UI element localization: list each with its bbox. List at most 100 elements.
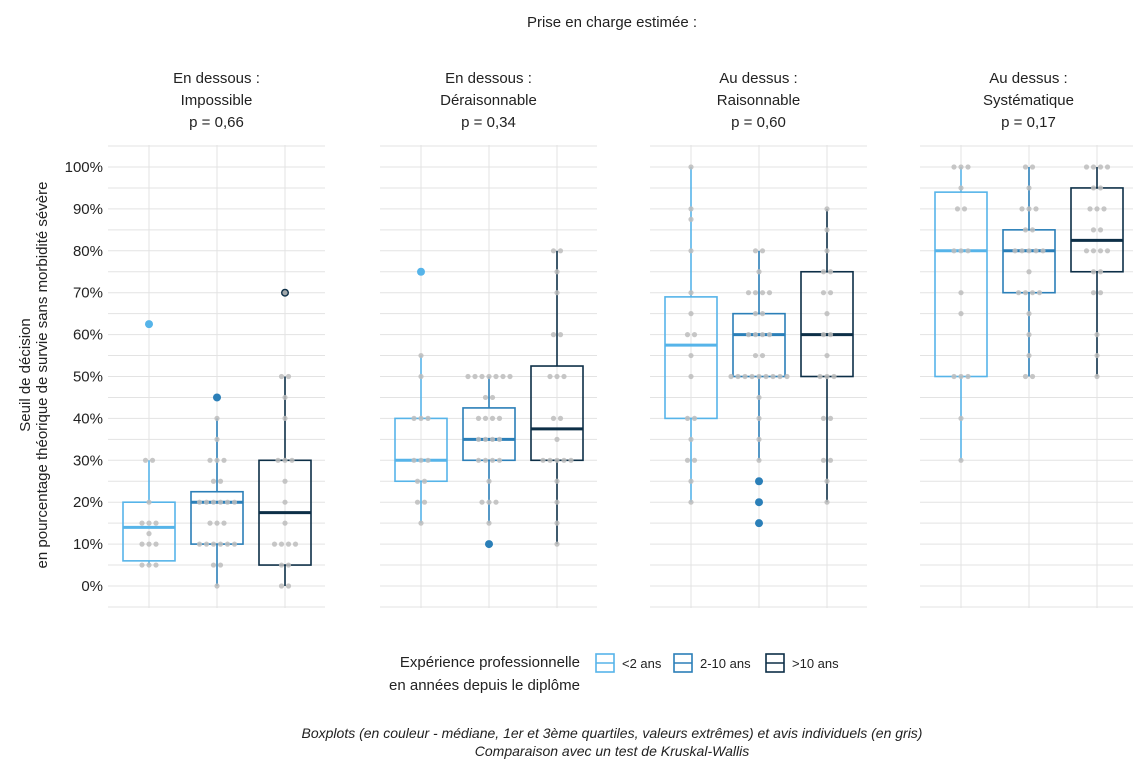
facet-panel: Au dessus : Raisonnable p = 0,60 — [650, 70, 867, 608]
individual-point — [745, 290, 752, 296]
legend-entry-label: <2 ans — [622, 656, 662, 671]
individual-point — [752, 311, 759, 317]
individual-point — [824, 499, 830, 505]
individual-point — [146, 499, 152, 505]
individual-point — [954, 206, 961, 212]
individual-point — [550, 248, 557, 254]
individual-point — [554, 436, 560, 442]
individual-point — [214, 520, 220, 526]
individual-point — [1101, 206, 1107, 212]
individual-point — [691, 332, 698, 338]
individual-point — [958, 248, 964, 254]
individual-point — [421, 478, 428, 484]
individual-point — [1015, 290, 1022, 296]
individual-point — [688, 290, 694, 296]
individual-point — [688, 206, 694, 212]
individual-point — [1019, 248, 1025, 254]
individual-point — [282, 457, 288, 463]
individual-point — [482, 394, 489, 401]
individual-point — [149, 457, 156, 463]
individual-point — [411, 415, 417, 421]
individual-point — [554, 269, 560, 275]
individual-point — [496, 415, 503, 421]
individual-point — [568, 457, 574, 463]
individual-point — [752, 352, 759, 359]
boxplot-group — [190, 393, 244, 589]
individual-point — [153, 562, 159, 568]
individual-point — [951, 164, 957, 170]
individual-point — [214, 436, 220, 442]
boxplot-group — [530, 248, 584, 547]
individual-point — [493, 373, 499, 380]
individual-point — [482, 415, 489, 421]
individual-point — [414, 499, 421, 505]
individual-point — [820, 457, 827, 463]
individual-point — [425, 415, 431, 421]
individual-point — [688, 352, 694, 359]
y-tick-label: 40% — [73, 410, 103, 427]
individual-point — [756, 415, 762, 421]
individual-point — [1022, 290, 1029, 296]
individual-point — [759, 332, 766, 338]
individual-point — [824, 352, 830, 359]
individual-point — [1026, 269, 1032, 275]
boxplot-group — [934, 164, 988, 463]
individual-point — [1083, 248, 1090, 254]
individual-point — [1097, 164, 1104, 170]
individual-point — [1090, 164, 1097, 170]
box-iqr — [1070, 187, 1124, 273]
individual-point — [475, 436, 482, 442]
individual-point — [217, 562, 224, 568]
boxplot-group — [800, 206, 854, 505]
individual-point — [282, 290, 288, 296]
y-tick-label: 90% — [73, 201, 103, 218]
individual-point — [688, 373, 694, 380]
individual-point — [820, 415, 827, 421]
outlier-point — [755, 498, 763, 507]
individual-point — [1104, 248, 1111, 254]
individual-point — [756, 436, 762, 442]
individual-point — [759, 248, 766, 254]
individual-point — [231, 499, 238, 505]
individual-point — [489, 436, 496, 442]
individual-point — [1012, 248, 1018, 254]
individual-point — [1090, 248, 1097, 254]
individual-point — [285, 373, 292, 380]
individual-point — [752, 290, 759, 296]
individual-point — [1040, 248, 1046, 254]
individual-point — [557, 248, 564, 254]
individual-point — [831, 373, 837, 380]
y-tick-label: 80% — [73, 243, 103, 260]
individual-point — [146, 541, 152, 547]
individual-point — [554, 499, 560, 505]
individual-point — [482, 457, 489, 463]
boxplot-group — [394, 267, 448, 526]
individual-point — [146, 562, 152, 568]
panel-p-value: p = 0,66 — [189, 114, 244, 131]
individual-point — [224, 499, 231, 505]
panel-p-value: p = 0,60 — [731, 114, 786, 131]
y-tick-label: 60% — [73, 327, 103, 344]
individual-point — [688, 248, 694, 254]
individual-point — [278, 373, 285, 380]
individual-point — [203, 541, 210, 547]
y-tick-label: 10% — [73, 536, 103, 553]
individual-point — [139, 541, 145, 547]
individual-point — [688, 499, 694, 505]
individual-point — [1087, 206, 1093, 212]
individual-point — [1022, 227, 1029, 233]
individual-point — [418, 415, 424, 421]
individual-point — [146, 531, 152, 537]
individual-point — [951, 373, 957, 380]
individual-point — [1029, 373, 1036, 380]
outlier-point — [755, 477, 763, 486]
legend-title-line2: en années depuis le diplôme — [389, 677, 580, 694]
box-iqr — [190, 490, 244, 545]
individual-point — [745, 332, 752, 338]
outlier-point — [145, 320, 153, 329]
individual-point — [418, 520, 424, 526]
individual-point — [554, 541, 560, 547]
individual-point — [1026, 206, 1032, 212]
individual-point — [1097, 227, 1104, 233]
